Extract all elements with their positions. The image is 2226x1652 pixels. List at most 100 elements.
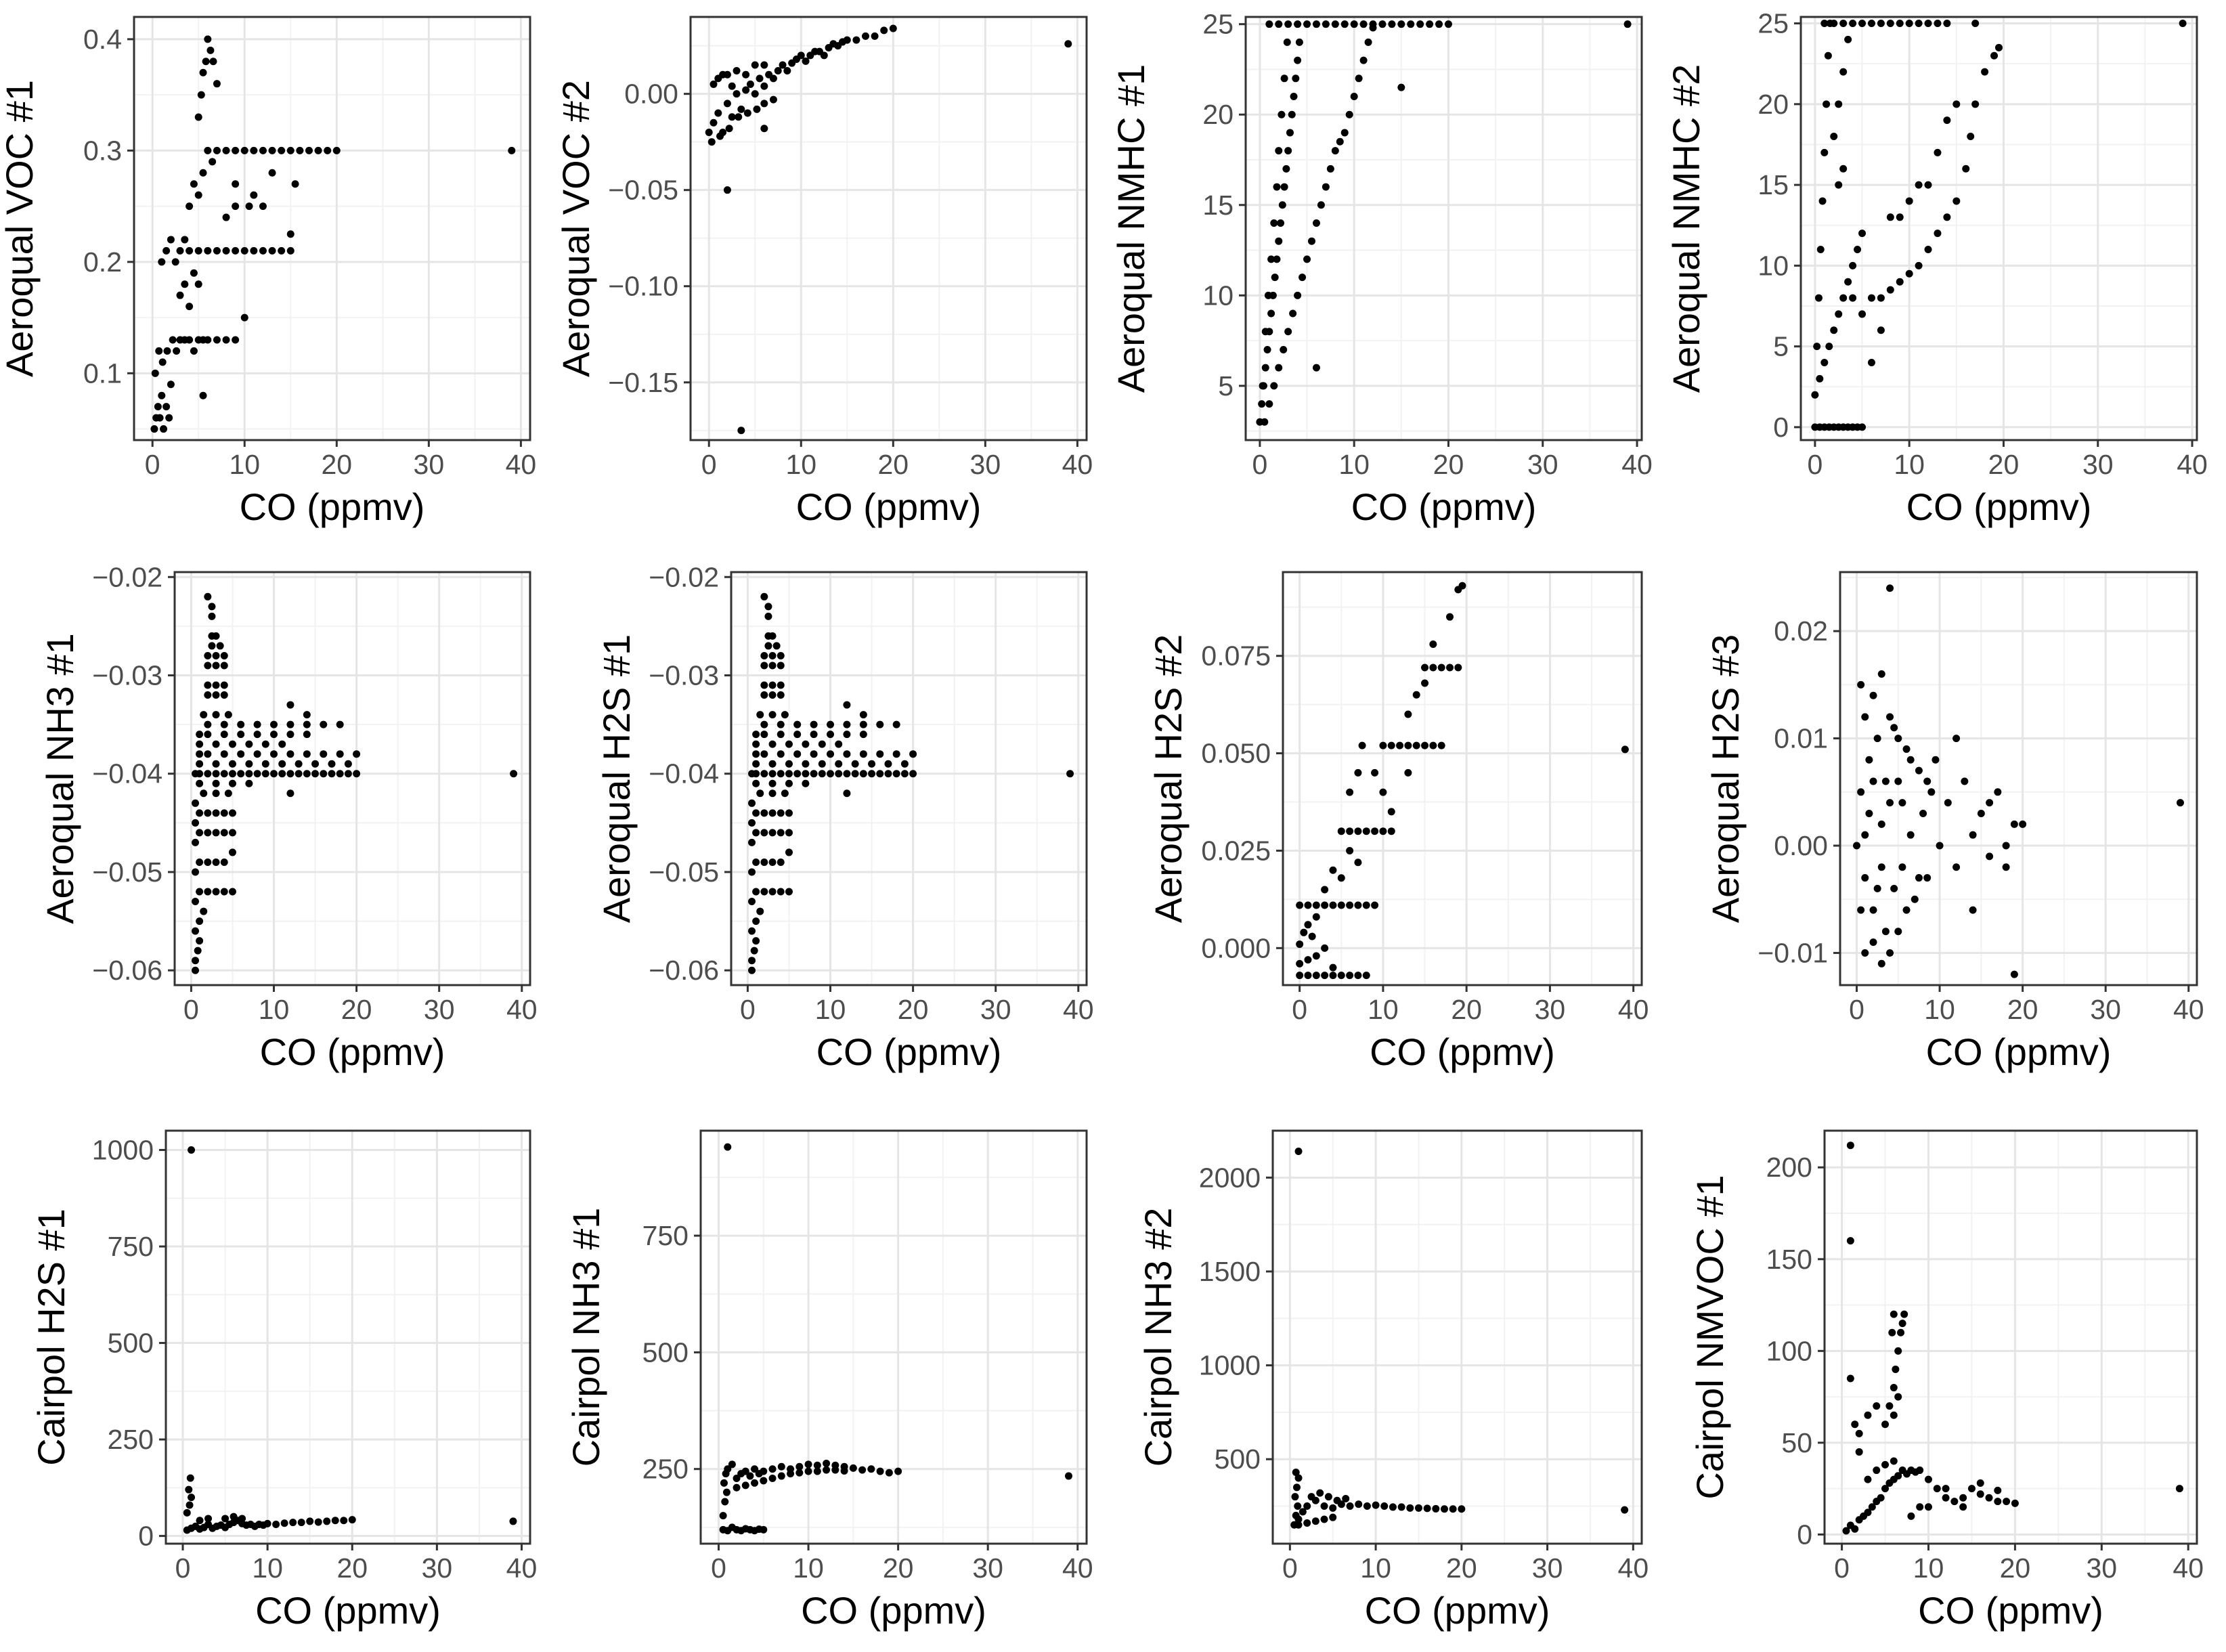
- data-point: [192, 927, 200, 935]
- panel-aeroqual-nh3-1: 0 10 20 30 40 −0.06 −0.05 −0.04 −0.03 −0.02 CO (pp…: [39, 561, 538, 1073]
- data-point: [1924, 1475, 1932, 1483]
- data-point: [714, 109, 722, 117]
- data-point: [1898, 1320, 1906, 1328]
- data-point: [1861, 949, 1869, 957]
- data-point: [742, 86, 750, 94]
- data-point: [1857, 680, 1865, 689]
- data-point: [1971, 100, 1980, 108]
- data-point: [1898, 799, 1906, 807]
- data-point: [813, 1467, 821, 1475]
- data-point: [286, 770, 294, 778]
- data-point: [764, 642, 772, 650]
- data-point: [1877, 1494, 1885, 1502]
- data-point: [1387, 741, 1395, 749]
- data-point: [212, 740, 220, 748]
- data-point: [228, 848, 236, 856]
- x-tick-label: 20: [321, 449, 352, 480]
- data-point: [1304, 972, 1312, 980]
- data-point: [1261, 364, 1269, 372]
- data-point: [760, 1477, 768, 1485]
- data-point: [804, 1460, 812, 1469]
- data-point: [1907, 1512, 1915, 1520]
- data-point: [192, 898, 200, 906]
- data-point: [835, 760, 843, 768]
- data-point: [278, 770, 286, 778]
- data-point: [1378, 20, 1387, 28]
- data-point: [212, 760, 220, 768]
- data-point: [1952, 100, 1961, 108]
- x-tick-label: 10: [1913, 1552, 1944, 1584]
- data-point: [220, 691, 228, 699]
- y-tick-label: −0.01: [1758, 937, 1828, 968]
- data-point: [1867, 294, 1875, 302]
- y-tick-label: 500: [642, 1336, 689, 1368]
- data-point: [1337, 1500, 1345, 1508]
- data-point: [328, 770, 336, 778]
- data-point: [192, 868, 200, 876]
- data-point: [204, 35, 212, 43]
- data-point: [1412, 741, 1420, 749]
- data-point: [250, 246, 258, 255]
- data-point: [777, 1462, 785, 1471]
- data-point: [748, 957, 756, 965]
- data-point: [1311, 1517, 1319, 1525]
- data-point: [296, 146, 304, 154]
- y-tick-label: 100: [1766, 1335, 1812, 1366]
- data-point: [768, 760, 777, 768]
- data-point: [509, 1517, 517, 1525]
- data-point: [1977, 809, 1985, 817]
- data-point: [220, 661, 228, 670]
- x-tick-label: 10: [815, 994, 846, 1025]
- data-point: [1934, 148, 1942, 156]
- data-point: [1886, 949, 1894, 957]
- data-point: [1894, 735, 1902, 743]
- data-point: [1877, 959, 1885, 968]
- data-point: [200, 711, 208, 719]
- data-point: [232, 180, 240, 188]
- x-tick-label: 0: [1834, 1552, 1850, 1584]
- data-point: [1967, 1485, 1976, 1493]
- data-point: [1898, 863, 1906, 871]
- data-point: [768, 770, 777, 778]
- data-point: [1264, 291, 1272, 299]
- data-point: [212, 770, 220, 778]
- data-point: [768, 829, 777, 837]
- data-point: [787, 1470, 795, 1478]
- data-point: [1404, 741, 1412, 749]
- data-point: [733, 67, 741, 75]
- data-point: [1311, 1496, 1319, 1504]
- data-point: [909, 750, 917, 758]
- data-point: [1261, 328, 1269, 336]
- data-point: [764, 612, 772, 620]
- data-point: [1858, 20, 1867, 28]
- data-point: [1915, 261, 1923, 269]
- data-point: [752, 888, 760, 896]
- data-point: [1329, 1504, 1337, 1512]
- data-point: [245, 760, 253, 768]
- y-tick-label: 500: [108, 1328, 154, 1359]
- data-point: [795, 1462, 804, 1471]
- x-tick-label: 30: [1527, 449, 1558, 480]
- data-point: [843, 731, 851, 739]
- data-point: [204, 858, 212, 866]
- data-point: [186, 246, 194, 255]
- data-point: [324, 146, 332, 154]
- y-tick-label: 1000: [92, 1135, 154, 1166]
- data-point: [785, 848, 793, 856]
- data-point: [889, 24, 897, 32]
- data-point: [779, 61, 787, 69]
- data-point: [1064, 1472, 1072, 1480]
- data-point: [1881, 777, 1890, 785]
- data-point: [710, 80, 718, 88]
- data-point: [1851, 1420, 1859, 1429]
- data-point: [1261, 418, 1269, 426]
- data-point: [2175, 1485, 2183, 1493]
- data-point: [192, 966, 200, 974]
- x-tick-label: 10: [793, 1552, 824, 1584]
- data-point: [1329, 972, 1337, 980]
- x-tick-label: 20: [1451, 994, 1482, 1025]
- data-point: [1312, 219, 1320, 227]
- data-point: [1816, 246, 1825, 254]
- data-point: [1429, 741, 1437, 749]
- data-point: [851, 760, 859, 768]
